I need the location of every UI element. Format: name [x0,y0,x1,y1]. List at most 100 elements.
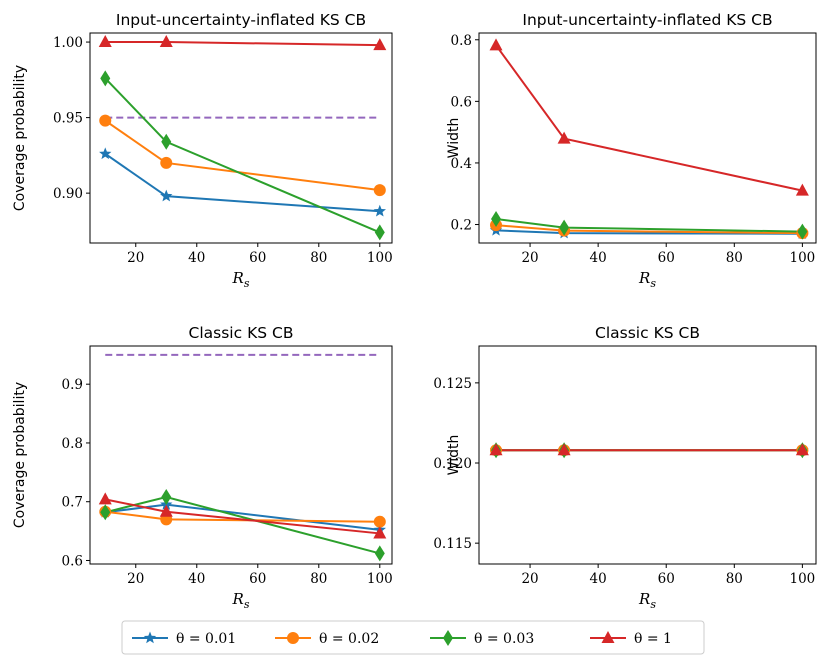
series-line-4 [105,41,380,47]
y-tick-label: 0.6 [451,94,472,110]
y-tick-label: 0.125 [433,376,472,392]
data-point [161,133,172,150]
legend-box [121,620,705,655]
data-point [374,545,385,562]
y-tick-label: 0.120 [433,456,472,472]
data-point [98,35,112,48]
x-tick-label: 20 [127,250,144,266]
y-tick-label: 0.95 [53,111,83,127]
x-tick-label: 40 [188,571,205,587]
chart-title: Classic KS CB [189,324,294,342]
data-point [160,156,173,169]
chart-panel-4: Classic KS CB 20 40 60 80 100 0.115 0.120 0.125 R… [433,324,817,611]
x-tick-label: 100 [367,250,393,266]
x-axis-label: Rs [638,590,656,611]
diamond-icon [443,630,453,646]
y-tick-label: 0.4 [451,156,472,172]
legend-label: θ = 0.01 [176,631,236,647]
legend: θ = 0.01 θ = 0.02 θ = 0.03 θ = 1 [121,620,705,655]
data-point [795,443,809,456]
triangle-icon [601,631,615,643]
data-point [373,515,386,528]
data-point [98,492,112,505]
data-point [373,526,387,539]
x-tick-label: 80 [310,571,327,587]
data-point [489,443,503,456]
series-line-2 [104,119,380,192]
y-tick-label: 0.8 [62,436,83,452]
data-point [557,131,571,144]
circle-icon [287,632,299,644]
axes-frame [89,345,393,565]
x-axis-label: Rs [232,590,250,611]
chart-title: Input-uncertainty-inflated KS CB [116,11,366,29]
legend-item-2: θ = 0.02 [275,631,379,647]
y-tick-label: 0.2 [451,218,472,234]
series-line-1 [104,153,380,213]
y-axis-label: Width [446,435,462,476]
x-tick-label: 100 [789,250,815,266]
chart-panel-2: Input-uncertainty-inflated KS CB 20 40 60 80… [446,11,817,290]
x-tick-label: 100 [367,571,393,587]
x-tick-label: 60 [658,250,675,266]
legend-label: θ = 0.03 [474,631,534,647]
star-icon [143,631,157,644]
y-axis-label: Coverage probability [12,382,28,528]
data-point [99,147,112,160]
data-point [489,38,503,51]
x-tick-label: 40 [590,250,607,266]
chart-title: Input-uncertainty-inflated KS CB [522,11,772,29]
legend-item-4: θ = 1 [590,631,672,647]
series-line-4 [495,44,803,192]
y-tick-label: 0.7 [62,495,83,511]
y-tick-label: 1.00 [53,35,83,51]
x-tick-label: 60 [249,571,266,587]
data-point [797,223,808,240]
y-tick-label: 0.90 [53,186,83,202]
chart-panel-1: Input-uncertainty-inflated KS CB 20 40 60 80… [12,11,393,290]
y-axis-label: Coverage probability [12,65,28,211]
x-tick-label: 100 [789,571,815,587]
x-tick-label: 20 [521,571,538,587]
chart-panel-3: Classic KS CB 20 40 60 80 100 0.6 0.7 0.8 0.9 Rs Co… [12,324,393,611]
x-axis-label: Rs [638,269,656,290]
data-point [373,184,386,197]
data-point [373,38,387,51]
x-tick-label: 60 [249,250,266,266]
axes-frame [478,32,817,244]
data-point [559,219,570,236]
x-tick-label: 60 [658,571,675,587]
x-tick-label: 40 [590,571,607,587]
x-tick-label: 80 [726,250,743,266]
data-point [100,70,111,87]
y-tick-label: 0.8 [451,33,472,49]
y-tick-label: 0.9 [62,377,83,393]
y-axis-label: Width [446,118,462,159]
x-tick-label: 20 [521,250,538,266]
chart-title: Classic KS CB [595,324,700,342]
legend-label: θ = 1 [634,631,672,647]
data-point [99,114,112,127]
data-point [795,183,809,196]
data-point [161,489,172,506]
axes-frame [89,32,393,244]
data-point [160,189,173,202]
x-tick-label: 80 [726,571,743,587]
data-point [374,224,385,241]
x-tick-label: 40 [188,250,205,266]
y-tick-label: 0.115 [433,536,472,552]
x-tick-label: 80 [310,250,327,266]
data-point [491,210,502,227]
legend-label: θ = 0.02 [319,631,379,647]
x-axis-label: Rs [232,269,250,290]
x-tick-label: 20 [127,571,144,587]
data-point [159,35,173,48]
data-point [159,504,173,517]
data-point [373,204,386,217]
legend-item-1: θ = 0.01 [132,631,236,647]
data-point [557,443,571,456]
data-point [100,504,111,521]
legend-item-3: θ = 0.03 [430,630,534,647]
axes-frame [478,345,817,565]
